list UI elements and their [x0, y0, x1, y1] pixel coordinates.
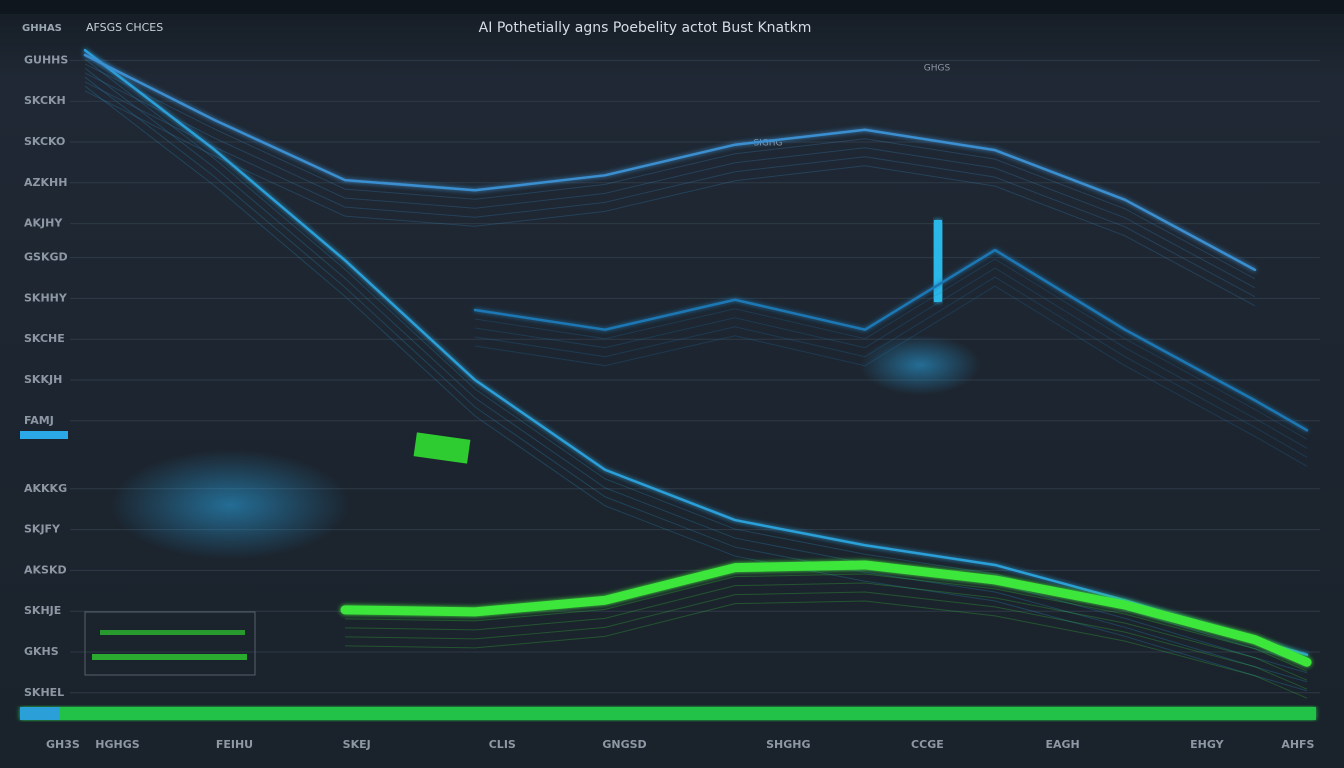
chart-title: AI Pothetially agns Poebelity actot Bust… — [479, 20, 812, 36]
legend-decor — [92, 654, 247, 660]
series-echo — [84, 81, 1256, 298]
x-tick-label: GH3S — [46, 738, 80, 751]
y-tick-label: SKCHE — [24, 332, 65, 345]
x-tick-label: HGHGS — [95, 738, 139, 751]
series-echo — [344, 600, 1308, 699]
series-echo — [84, 72, 1256, 289]
subtitle: AFSGS CHCES — [86, 21, 163, 34]
x-tick-label: CLIS — [489, 738, 516, 751]
series-echo — [474, 267, 1308, 449]
series-echo — [84, 85, 1308, 692]
series-line — [83, 53, 1257, 272]
series-echo — [84, 90, 1256, 307]
glow-cluster — [860, 335, 980, 395]
top-strip — [0, 0, 1344, 14]
x-tick-label: SHGHG — [766, 738, 810, 751]
y-tick-label: GKHS — [24, 645, 59, 658]
glow-cluster — [110, 450, 350, 560]
decor-marker — [20, 431, 68, 439]
x-tick-label: CCGE — [911, 738, 944, 751]
legend-box — [84, 611, 256, 676]
y-tick-label: SKHJE — [24, 604, 61, 617]
series-line — [473, 248, 1309, 432]
series-echo — [344, 573, 1308, 672]
annotation: GHGS — [924, 64, 951, 74]
annotation: SIGHG — [753, 139, 782, 149]
decor-bar — [413, 432, 471, 464]
y-tick-label: SKHEL — [24, 686, 64, 699]
series-echo — [474, 285, 1308, 467]
series-echo — [84, 63, 1256, 280]
series-echo — [84, 76, 1308, 683]
y-tick-label: GSKGD — [24, 251, 68, 264]
y-tick-label: FAMJ — [24, 414, 54, 427]
x-tick-label: EAGH — [1045, 738, 1079, 751]
x-tick-label: FEIHU — [216, 738, 253, 751]
y-tick-label: AKJHY — [24, 217, 63, 230]
y-tick-label: SKCKO — [24, 135, 65, 148]
x-tick-label: EHGY — [1190, 738, 1225, 751]
series-echo — [474, 276, 1308, 458]
decor-bar — [934, 220, 942, 302]
y-tick-label: AZKHH — [24, 176, 67, 189]
corner-label: GHHAS — [22, 23, 62, 34]
series-echo — [344, 582, 1308, 681]
y-tick-label: GUHHS — [24, 53, 68, 66]
y-tick-label: SKCKH — [24, 94, 66, 107]
legend-decor — [100, 630, 245, 635]
series-line — [340, 560, 1312, 667]
series-echo — [474, 258, 1308, 440]
y-tick-label: SKJFY — [24, 523, 61, 536]
y-tick-label: SKKJH — [24, 373, 62, 386]
y-tick-label: AKKKG — [24, 482, 67, 495]
series-echo — [84, 67, 1308, 674]
x-tick-label: AHFS — [1281, 738, 1314, 751]
baseline-band — [20, 707, 1316, 720]
y-tick-label: SKHHY — [24, 291, 68, 304]
x-tick-label: SKEJ — [343, 738, 371, 751]
y-tick-label: AKSKD — [24, 563, 67, 576]
baseline-band-start — [20, 707, 60, 720]
series-echo — [84, 58, 1308, 665]
series-echo — [344, 591, 1308, 690]
x-tick-label: GNGSD — [602, 738, 646, 751]
